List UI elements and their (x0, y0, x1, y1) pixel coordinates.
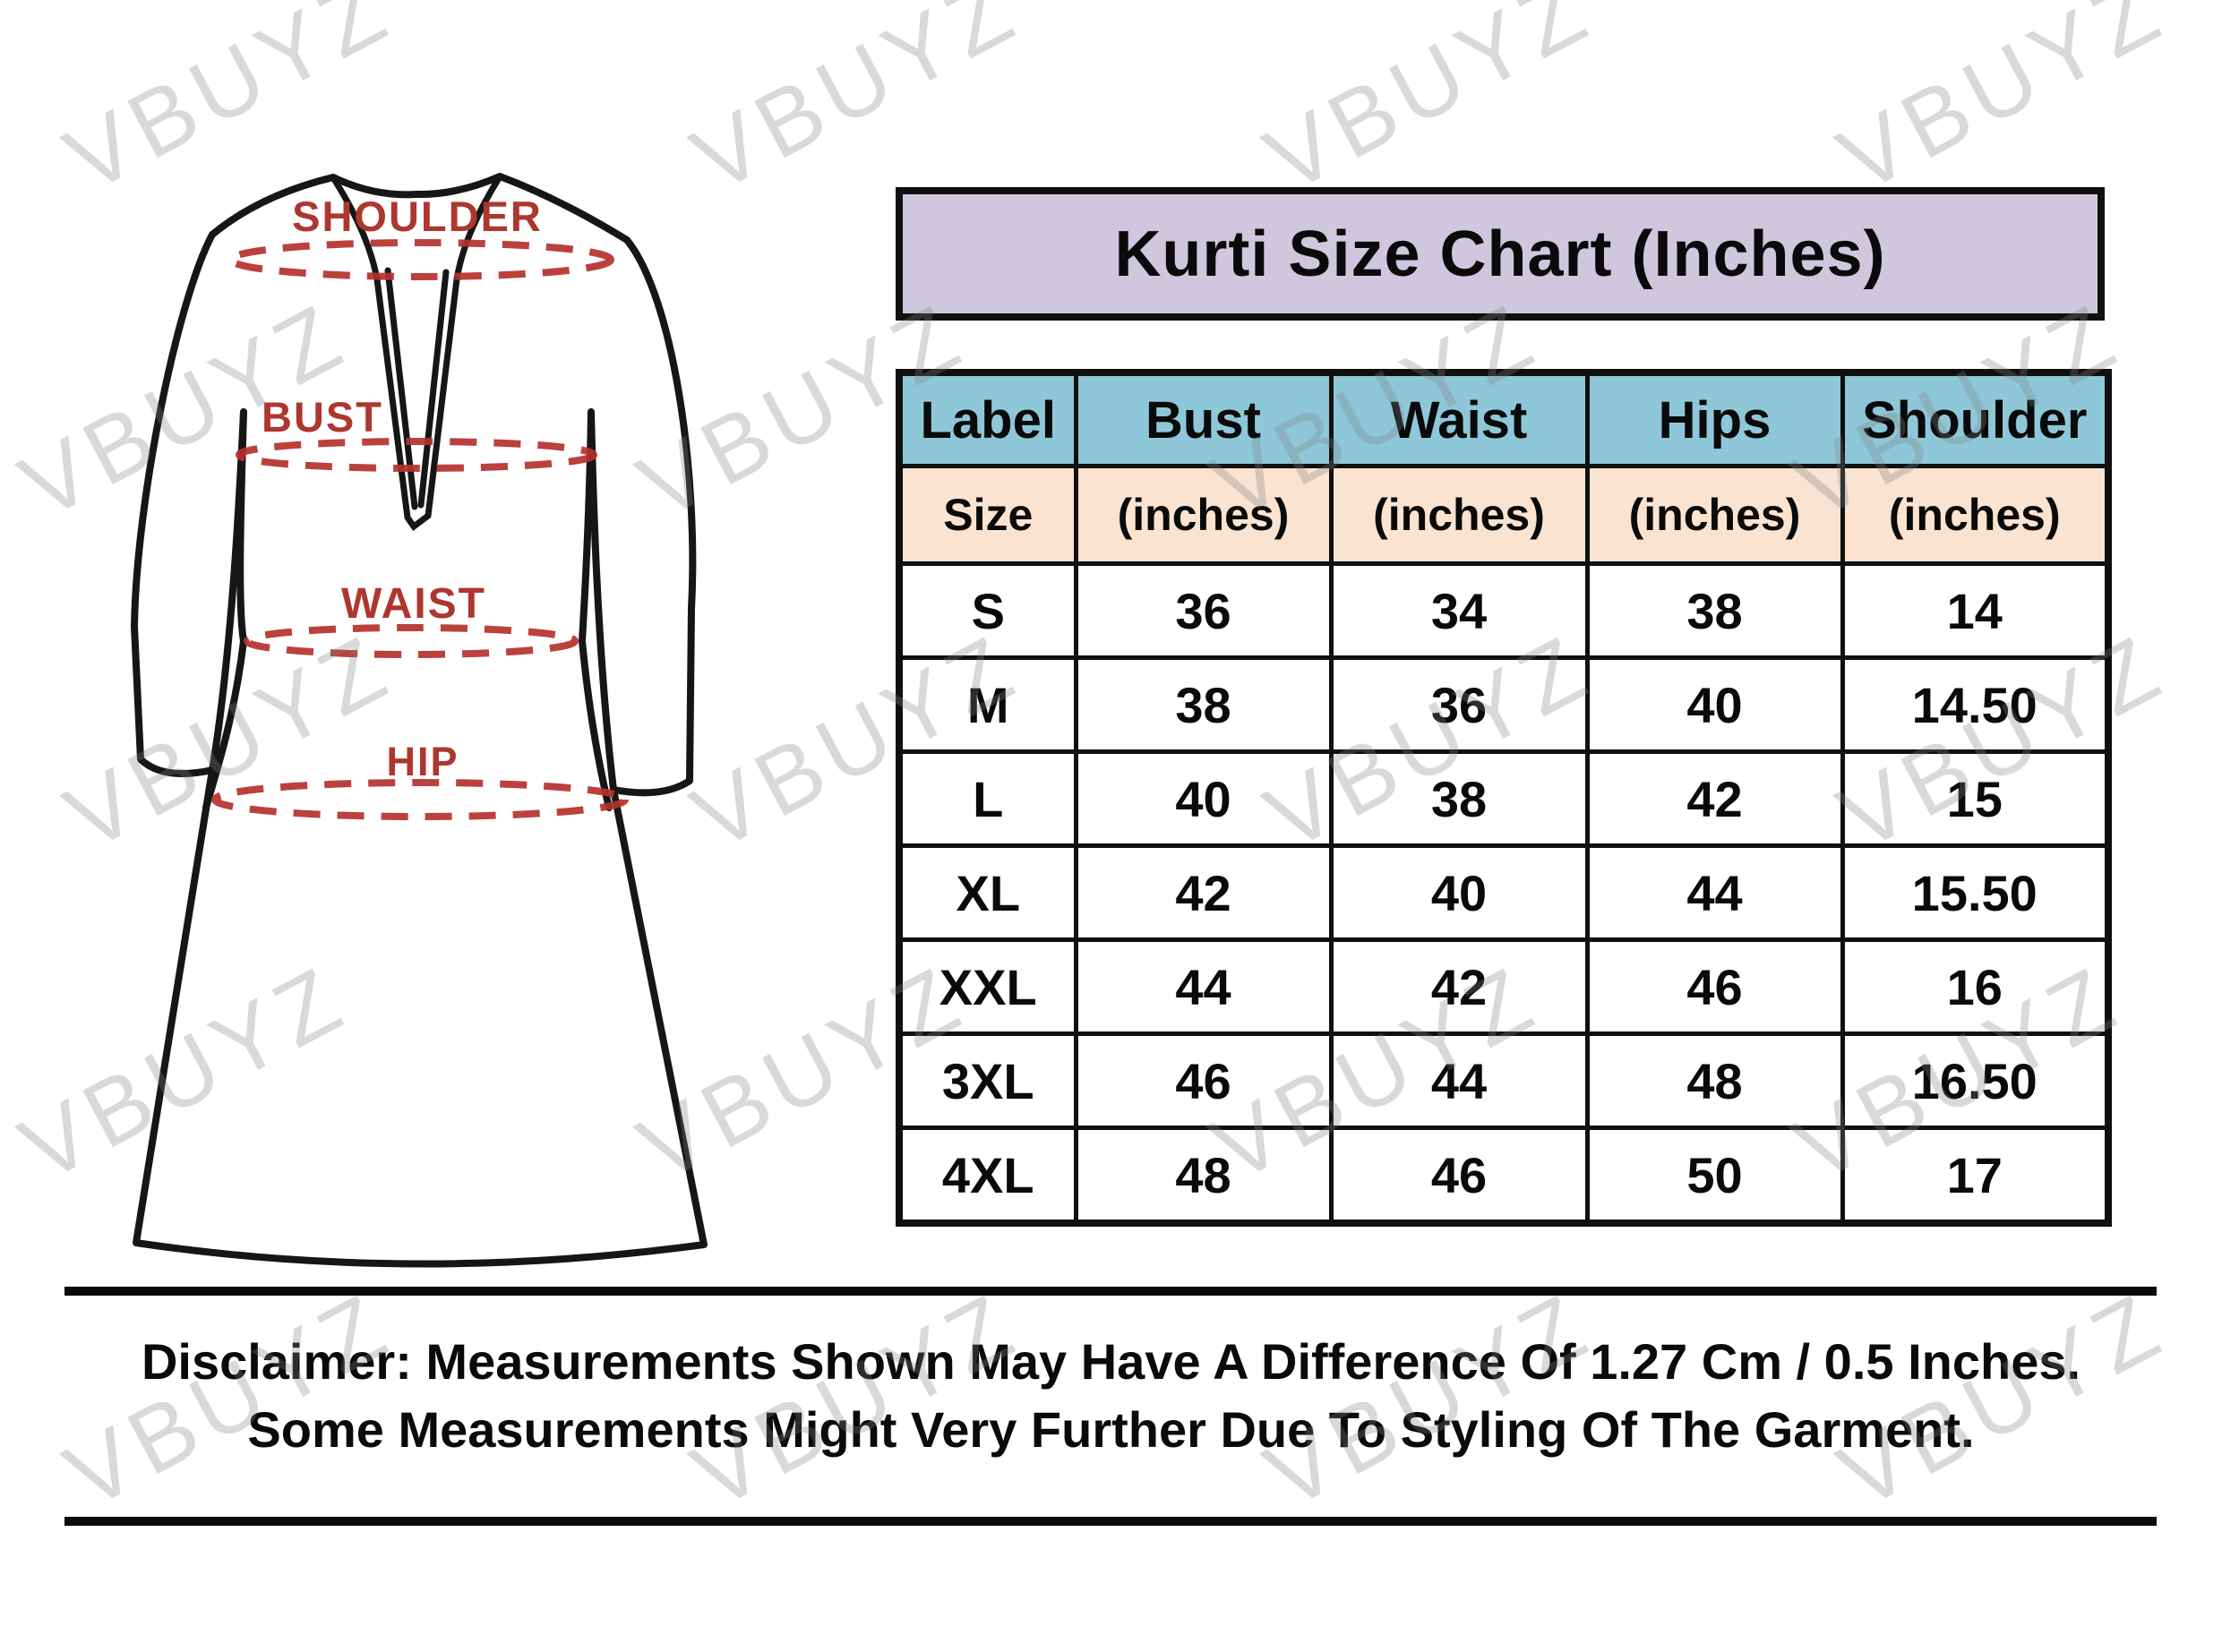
cell-hips: 38 (1584, 561, 1845, 660)
hip-measure-line (211, 779, 629, 820)
cell-shoulder: 16.50 (1840, 1031, 2111, 1130)
cell-size: M (897, 655, 1078, 754)
hip-label: HIP (386, 739, 459, 784)
disclaimer-line-2: Some Measurements Might Very Further Due… (247, 1401, 1975, 1458)
disclaimer: Disclaimer: Measurements Shown May Have … (0, 1328, 2222, 1464)
kurti-sketch: SHOULDER BUST WAIST HIP (131, 173, 708, 1268)
cell-bust: 48 (1073, 1126, 1334, 1226)
cell-waist: 44 (1328, 1031, 1590, 1130)
cell-waist: 42 (1328, 937, 1590, 1036)
cell-shoulder: 15.50 (1840, 843, 2111, 942)
cell-bust: 38 (1073, 655, 1334, 754)
cell-hips: 42 (1584, 749, 1845, 848)
table-row: 4XL 48 46 50 17 (897, 1126, 2111, 1226)
left-body-seam (202, 408, 247, 811)
bust-label: BUST (262, 393, 383, 441)
cell-shoulder: 16 (1840, 937, 2111, 1036)
title-banner: Kurti Size Chart (Inches) (896, 187, 2105, 321)
watermark-text: VBUYZ (1249, 0, 1609, 213)
units-size: Size (897, 464, 1078, 566)
cell-size: XXL (897, 937, 1078, 1036)
page-title: Kurti Size Chart (Inches) (1114, 218, 1886, 290)
neckline-slit-right-inner (417, 269, 450, 509)
units-bust: (inches) (1073, 464, 1334, 566)
cell-size: 4XL (897, 1126, 1078, 1226)
cell-size: XL (897, 843, 1078, 942)
cell-bust: 46 (1073, 1031, 1334, 1130)
units-hips: (inches) (1584, 464, 1845, 566)
waist-label: WAIST (341, 580, 486, 628)
cell-bust: 40 (1073, 749, 1334, 848)
cell-shoulder: 15 (1840, 749, 2111, 848)
cell-waist: 46 (1328, 1126, 1590, 1226)
cell-bust: 42 (1073, 843, 1334, 942)
header-row: Label Bust Waist Hips Shoulder (897, 370, 2111, 468)
neckline-slit-left (330, 175, 502, 531)
cell-size: S (897, 561, 1078, 660)
shoulder-measure-line (227, 239, 614, 280)
shoulder-label: SHOULDER (292, 193, 543, 240)
table-row: XXL 44 42 46 16 (897, 937, 2111, 1036)
kurti-measurement-diagram: SHOULDER BUST WAIST HIP (99, 143, 725, 1280)
divider-line-bottom (64, 1517, 2157, 1526)
table-row: L 40 38 42 15 (897, 749, 2111, 848)
cell-waist: 34 (1328, 561, 1590, 660)
right-body-seam (579, 408, 613, 811)
table-row: XL 42 40 44 15.50 (897, 843, 2111, 942)
divider-line-top (64, 1287, 2157, 1296)
cell-shoulder: 17 (1840, 1126, 2111, 1226)
cell-waist: 40 (1328, 843, 1590, 942)
bust-measure-line (236, 438, 597, 472)
cell-shoulder: 14 (1840, 561, 2111, 660)
cell-shoulder: 14.50 (1840, 655, 2111, 754)
cell-waist: 36 (1328, 655, 1590, 754)
cell-hips: 46 (1584, 937, 1845, 1036)
cell-waist: 38 (1328, 749, 1590, 848)
cell-hips: 44 (1584, 843, 1845, 942)
cell-size: 3XL (897, 1031, 1078, 1130)
units-waist: (inches) (1328, 464, 1590, 566)
units-shoulder: (inches) (1840, 464, 2111, 566)
header-bust: Bust (1073, 370, 1334, 468)
cell-bust: 44 (1073, 937, 1334, 1036)
table-row: 3XL 46 44 48 16.50 (897, 1031, 2111, 1130)
table-row: M 38 36 40 14.50 (897, 655, 2111, 754)
header-label: Label (897, 370, 1078, 468)
cell-size: L (897, 749, 1078, 848)
table-row: S 36 34 38 14 (897, 561, 2111, 660)
cell-hips: 50 (1584, 1126, 1845, 1226)
header-hips: Hips (1584, 370, 1845, 468)
cell-hips: 48 (1584, 1031, 1845, 1130)
waist-measure-line (244, 624, 579, 658)
size-chart-table: Label Bust Waist Hips Shoulder Size (inc… (896, 369, 2112, 1227)
header-waist: Waist (1328, 370, 1590, 468)
cell-bust: 36 (1073, 561, 1334, 660)
cell-hips: 40 (1584, 655, 1845, 754)
disclaimer-line-1: Disclaimer: Measurements Shown May Have … (141, 1333, 2081, 1390)
watermark-text: VBUYZ (1823, 0, 2182, 213)
units-row: Size (inches) (inches) (inches) (inches) (897, 464, 2111, 566)
watermark-text: VBUYZ (676, 0, 1035, 213)
header-shoulder: Shoulder (1840, 370, 2111, 468)
